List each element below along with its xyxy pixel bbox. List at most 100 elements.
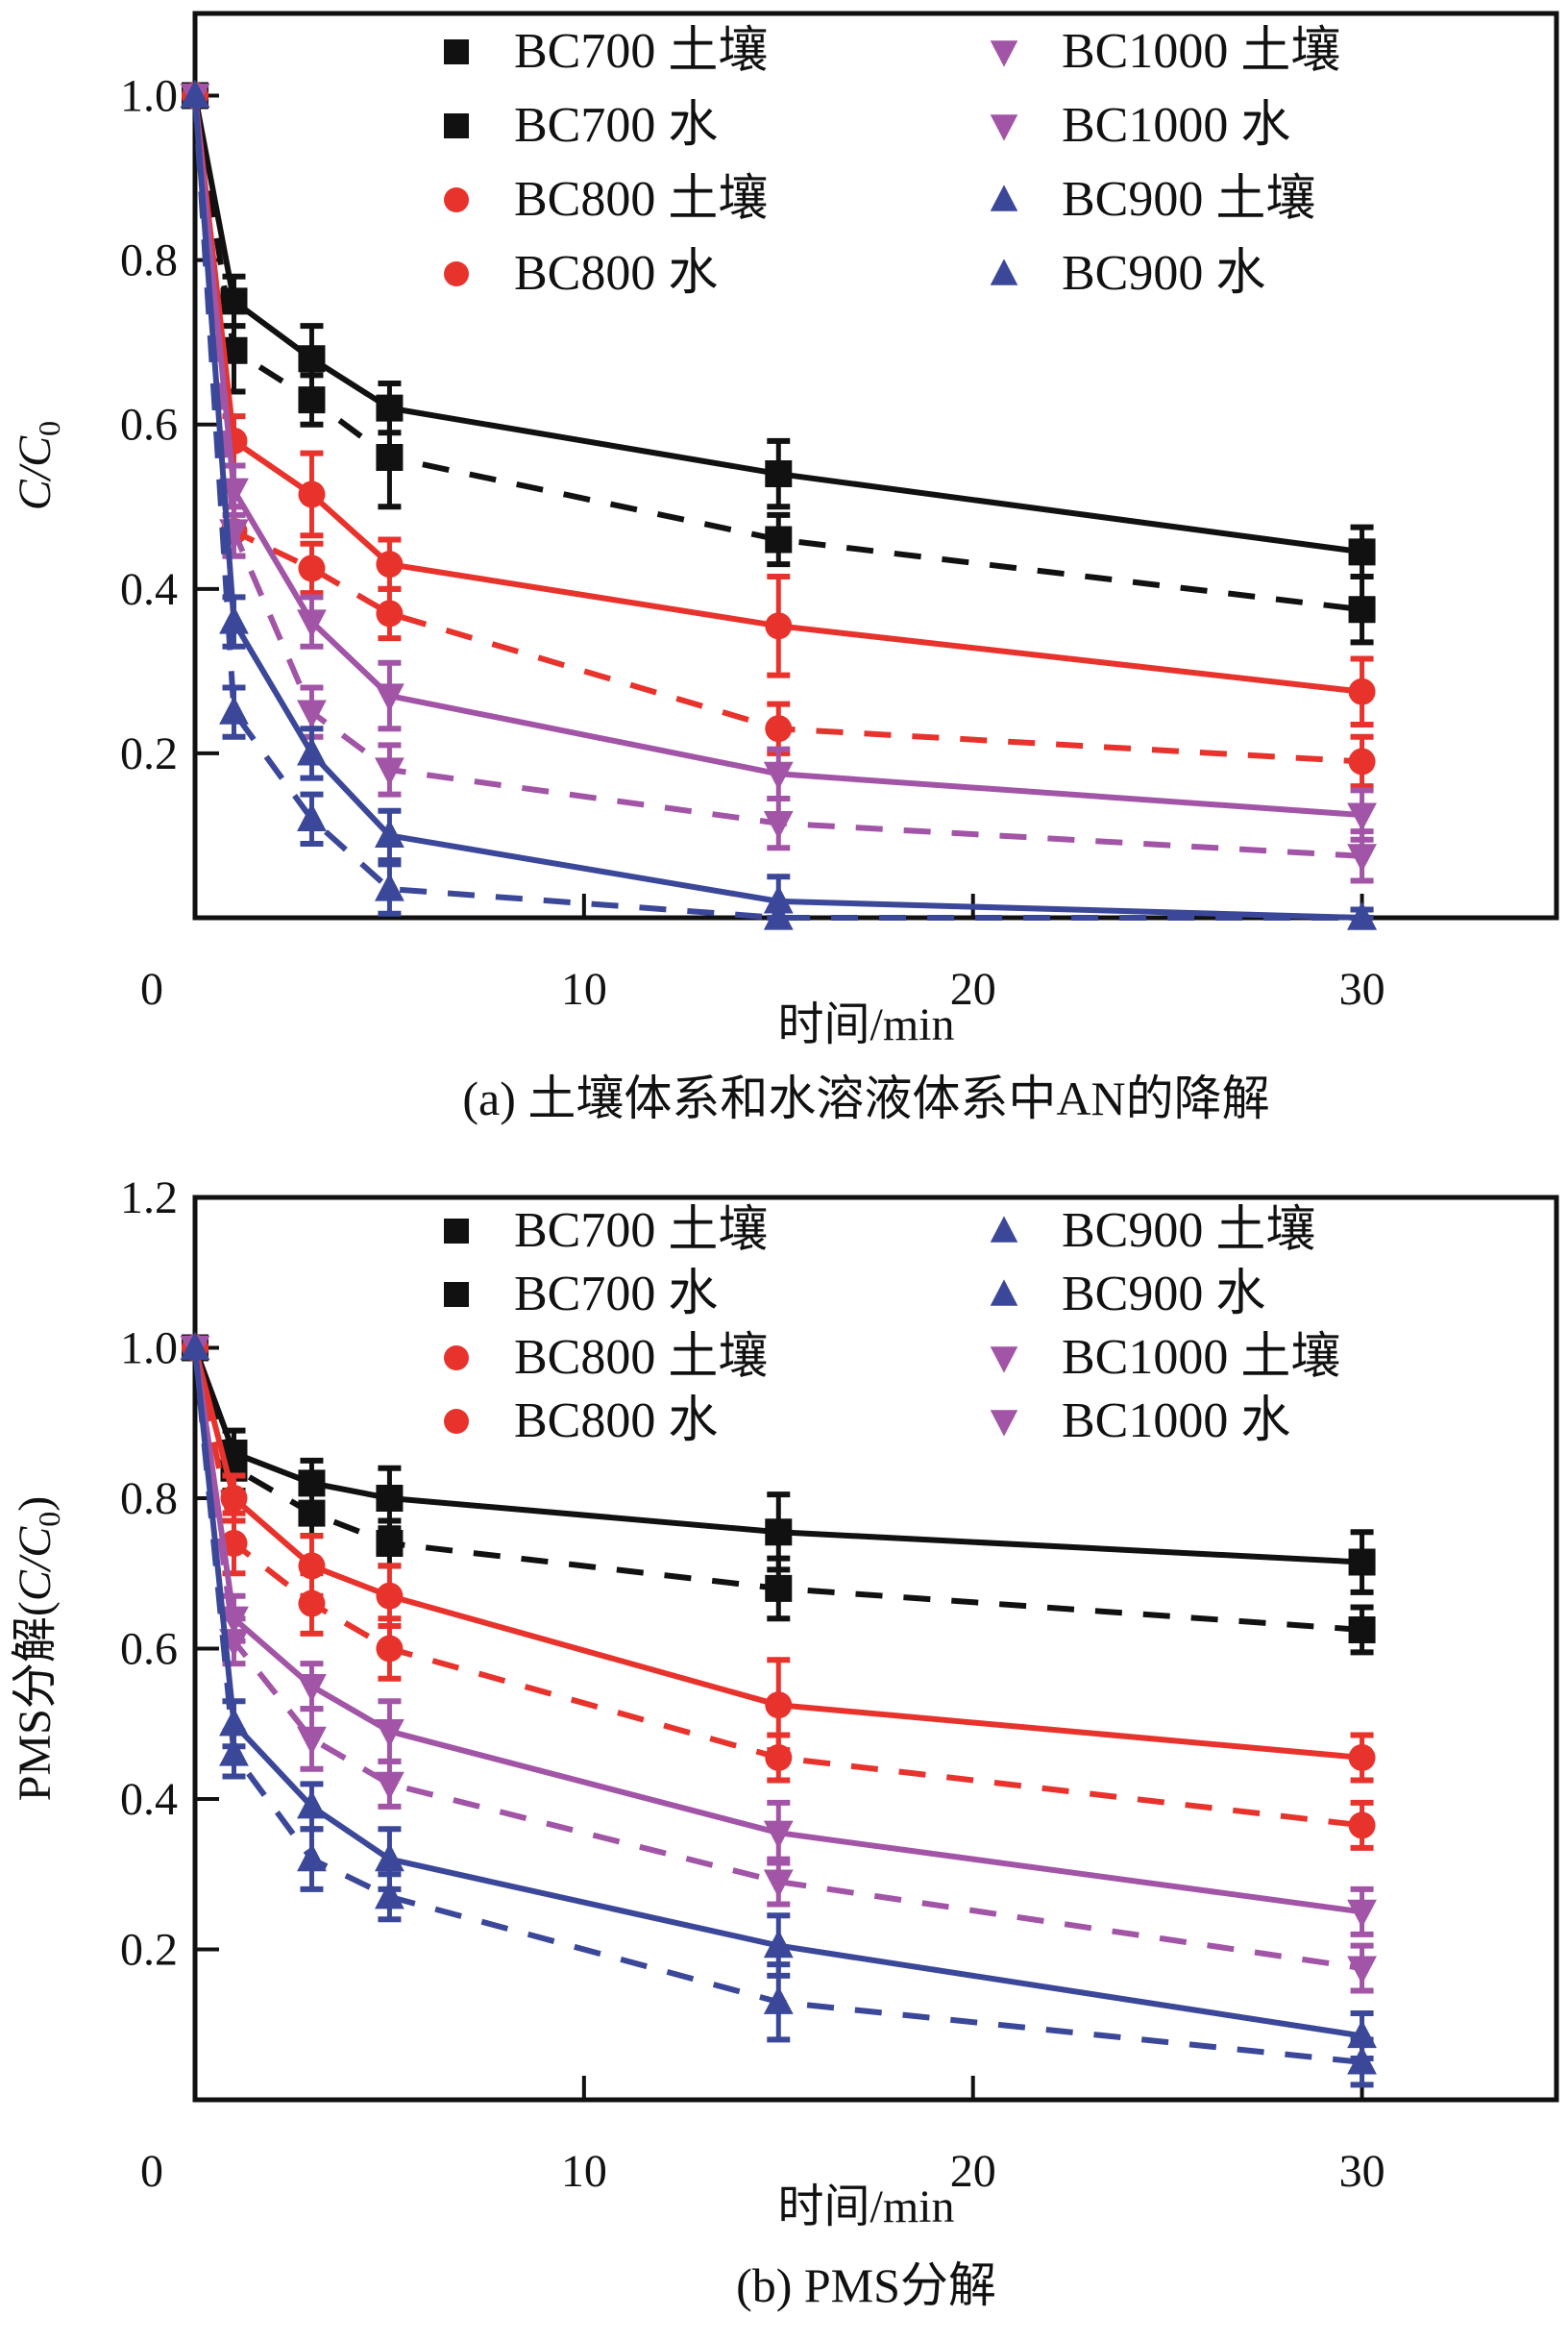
legend-item: BC900 土壤: [990, 1203, 1315, 1258]
data-point: [376, 1635, 404, 1663]
data-point: [1347, 2046, 1377, 2075]
data-point: [1348, 748, 1376, 776]
series-line: [192, 1347, 1362, 2065]
legend-label: BC1000 土壤: [1062, 24, 1340, 79]
legend-label: BC700 土壤: [514, 24, 768, 79]
legend-item: BC800 土壤: [444, 1330, 768, 1385]
data-point: [763, 811, 794, 840]
legend-item: BC700 土壤: [444, 1203, 768, 1258]
data-point: [180, 79, 210, 109]
series-BC700-水: [182, 82, 1376, 646]
data-point: [1347, 1899, 1377, 1929]
legend-label: BC800 土壤: [514, 1330, 768, 1385]
y-tick-label: 1.0: [120, 71, 178, 122]
legend-item: BC1000 水: [990, 98, 1290, 153]
y-tick-label: 1.2: [120, 1172, 178, 1223]
legend-label: BC700 土壤: [514, 1203, 768, 1258]
series-line: [192, 1346, 1362, 1565]
data-point: [765, 1691, 793, 1719]
data-point: [297, 802, 327, 831]
legend-marker-triangle-up-icon: [990, 185, 1018, 211]
data-point: [219, 1737, 249, 1766]
x-axis-title: 时间/min: [777, 2181, 954, 2232]
data-point: [765, 715, 793, 743]
series-line: [192, 95, 1362, 695]
data-point: [765, 1574, 793, 1602]
legend-label: BC700 水: [514, 98, 718, 153]
series-line: [192, 95, 1362, 819]
legend: BC700 土壤 BC700 水 BC800 土壤 BC800 水 BC900 土壤 BC…: [444, 1203, 1340, 1448]
data-point: [1348, 538, 1376, 566]
legend-marker-square-icon: [444, 39, 469, 64]
data-point: [1348, 678, 1376, 705]
data-point: [297, 1842, 327, 1872]
data-point: [376, 1582, 404, 1610]
data-point: [375, 1842, 404, 1872]
legend-marker-triangle-down-icon: [990, 1410, 1018, 1437]
y-axis-title-prefix: PMS分解(: [10, 1601, 61, 1801]
data-point: [376, 551, 404, 579]
figure-caption: (a) 土壤体系和水溶液体系中AN的降解: [462, 1072, 1269, 1125]
data-point: [1347, 1956, 1377, 1984]
data-point: [298, 386, 326, 414]
data-point: [763, 1869, 794, 1898]
data-point: [219, 696, 249, 725]
y-tick-label: 0.4: [120, 564, 178, 615]
x-tick-label: 0: [140, 964, 163, 1015]
series-BC900-水: [180, 1331, 1377, 2088]
y-tick-label: 1.0: [120, 1323, 178, 1374]
data-point: [376, 1529, 404, 1557]
data-point: [297, 609, 327, 638]
data-point: [375, 757, 404, 786]
legend: BC700 土壤 BC700 水 BC800 土壤 BC800 水 BC1000 土壤 B…: [444, 24, 1340, 301]
data-point: [298, 481, 326, 508]
data-point: [375, 873, 404, 901]
data-point: [298, 554, 326, 582]
legend-marker-circle-icon: [444, 261, 469, 286]
y-axis-title-main: C/C: [10, 435, 61, 510]
data-point: [297, 700, 327, 728]
x-tick-label: 20: [950, 964, 996, 1015]
data-point: [1348, 1811, 1376, 1839]
legend-label: BC900 水: [1062, 246, 1265, 301]
data-point: [1348, 596, 1376, 624]
data-point: [763, 901, 794, 930]
legend-label: BC800 水: [514, 1393, 718, 1448]
y-axis-title-suffix: ): [10, 1496, 61, 1512]
y-tick-label: 0.2: [120, 728, 178, 779]
data-point: [765, 1518, 793, 1546]
legend-label: BC1000 土壤: [1062, 1330, 1340, 1385]
y-axis-title-main: C/C: [10, 1526, 61, 1601]
x-axis-title: 时间/min: [777, 999, 954, 1050]
legend-label: BC900 土壤: [1062, 172, 1315, 227]
series-line: [192, 1347, 1363, 1972]
x-tick-label: 30: [1339, 2146, 1385, 2197]
legend-item: BC900 水: [990, 246, 1265, 301]
legend-item: BC700 水: [444, 1267, 718, 1321]
x-tick-label: 30: [1339, 964, 1385, 1015]
data-point: [763, 1985, 794, 2014]
legend-item: BC800 水: [444, 246, 718, 301]
x-tick-label: 10: [561, 964, 607, 1015]
data-point: [298, 345, 326, 373]
data-point: [375, 1718, 404, 1748]
data-point: [763, 885, 794, 914]
data-point: [298, 1589, 326, 1617]
y-tick-label: 0.8: [120, 235, 178, 286]
legend-marker-square-icon: [444, 113, 469, 138]
data-point: [180, 1331, 210, 1361]
y-tick-label: 0.6: [120, 400, 178, 451]
legend-item: BC900 水: [990, 1267, 1265, 1321]
legend-item: BC1000 土壤: [990, 24, 1340, 79]
legend-label: BC700 水: [514, 1267, 718, 1321]
legend-marker-square-icon: [444, 1282, 469, 1307]
series-line: [192, 95, 1362, 921]
data-point: [1348, 1743, 1376, 1771]
series-line: [192, 1347, 1362, 1915]
series-BC900-水: [180, 79, 1377, 930]
data-point: [376, 1485, 404, 1512]
figure-caption: (b) PMS分解: [736, 2258, 996, 2312]
series-BC1000-水: [180, 1335, 1377, 1994]
data-point: [376, 443, 404, 471]
